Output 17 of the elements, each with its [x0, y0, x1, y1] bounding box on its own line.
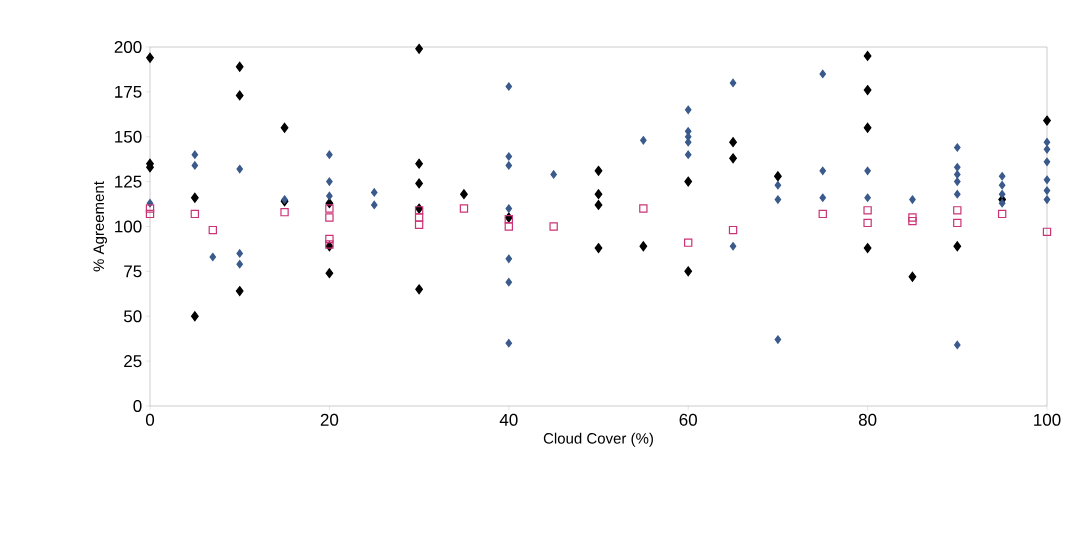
y-tick-label: 125: [115, 175, 142, 188]
x-tick-label: 100: [1034, 413, 1061, 426]
x-tick-label: 60: [679, 413, 697, 426]
y-tick-label: 75: [124, 265, 142, 278]
x-tick-label: 80: [858, 413, 877, 426]
y-axis-title: % Agreement: [93, 181, 107, 272]
y-tick-label: 150: [115, 130, 142, 143]
y-tick-label: 100: [115, 220, 142, 233]
y-tick-label: 50: [123, 310, 142, 323]
x-tick-label: 0: [145, 413, 155, 426]
y-tick-label: 0: [133, 399, 142, 413]
y-tick-label: 175: [115, 85, 142, 98]
x-tick-label: 40: [499, 413, 518, 426]
x-tick-label: 20: [320, 413, 339, 426]
y-tick-label: 200: [114, 40, 142, 54]
x-axis-title: Cloud Cover (%): [543, 432, 653, 447]
y-tick-label: 25: [124, 355, 142, 368]
